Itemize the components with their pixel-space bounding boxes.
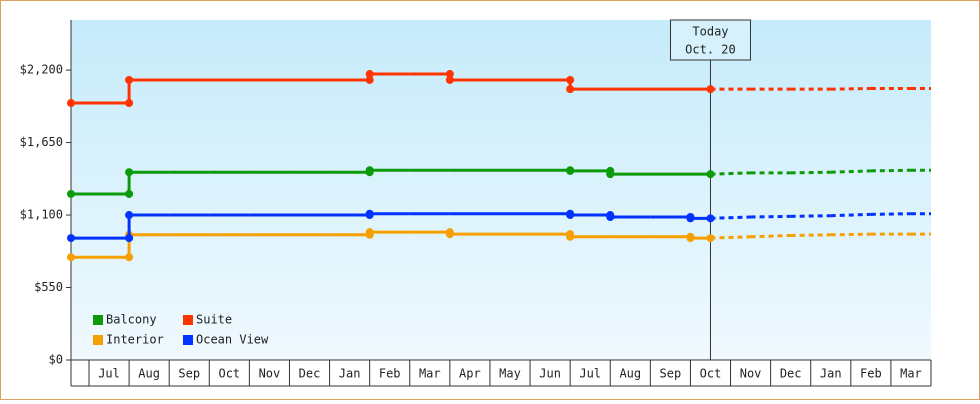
y-tick-label: $550 bbox=[34, 280, 63, 294]
projection-segment bbox=[830, 232, 871, 237]
price-dot bbox=[566, 75, 575, 84]
price-dot bbox=[125, 99, 134, 108]
x-tick-label: Dec bbox=[299, 367, 321, 381]
y-tick-label: $2,200 bbox=[20, 63, 63, 77]
y-tick-label: $1,650 bbox=[20, 135, 63, 149]
today-label: Today bbox=[692, 25, 728, 39]
legend-label: Balcony bbox=[106, 313, 157, 327]
x-tick-label: Jul bbox=[579, 367, 601, 381]
legend-swatch bbox=[93, 335, 103, 345]
x-tick-label: Jul bbox=[98, 367, 120, 381]
x-tick-label: Apr bbox=[459, 367, 481, 381]
projection-segment bbox=[750, 214, 791, 219]
y-tick-label: $0 bbox=[49, 353, 63, 367]
projection-segment bbox=[870, 212, 911, 216]
price-dot bbox=[125, 189, 134, 198]
projection-segment bbox=[830, 169, 871, 174]
price-dot bbox=[445, 70, 454, 79]
projection-segment bbox=[830, 87, 871, 91]
projection-segment bbox=[790, 233, 831, 237]
legend-label: Interior bbox=[106, 333, 164, 347]
plot-area bbox=[71, 20, 931, 360]
legend-swatch bbox=[183, 335, 193, 345]
x-tick-label: Mar bbox=[419, 367, 441, 381]
projection-segment bbox=[790, 170, 831, 175]
price-dot bbox=[125, 234, 134, 243]
x-tick-label: Oct bbox=[218, 367, 240, 381]
x-tick-label: Jan bbox=[339, 367, 361, 381]
legend-swatch bbox=[93, 315, 103, 325]
projection-segment bbox=[710, 171, 751, 176]
today-label: Oct. 20 bbox=[685, 43, 736, 57]
price-dot bbox=[125, 253, 134, 262]
projection-segment bbox=[870, 168, 911, 173]
x-tick-label: May bbox=[499, 367, 521, 381]
x-tick-label: Oct bbox=[700, 367, 722, 381]
today-box bbox=[669, 19, 751, 61]
legend-label: Suite bbox=[196, 313, 232, 327]
legend-swatch bbox=[183, 315, 193, 325]
x-tick-label: Mar bbox=[900, 367, 922, 381]
x-tick-label: Nov bbox=[740, 367, 762, 381]
x-tick-label: Nov bbox=[259, 367, 281, 381]
x-tick-label: Aug bbox=[138, 367, 160, 381]
x-tick-label: Dec bbox=[780, 367, 802, 381]
projection-segment bbox=[710, 235, 751, 240]
x-tick-label: Jun bbox=[539, 367, 561, 381]
x-tick-label: Aug bbox=[619, 367, 641, 381]
y-tick-label: $1,100 bbox=[20, 208, 63, 222]
x-tick-label: Feb bbox=[860, 367, 882, 381]
projection-segment bbox=[830, 212, 871, 218]
x-tick-label: Feb bbox=[379, 367, 401, 381]
x-tick-label: Sep bbox=[178, 367, 200, 381]
price-dot bbox=[365, 75, 374, 84]
projection-segment bbox=[750, 233, 791, 239]
x-tick-label: Sep bbox=[660, 367, 682, 381]
projection-segment bbox=[710, 215, 751, 220]
legend-label: Ocean View bbox=[196, 333, 269, 347]
x-tick-label: Jan bbox=[820, 367, 842, 381]
projection-segment bbox=[790, 214, 831, 218]
